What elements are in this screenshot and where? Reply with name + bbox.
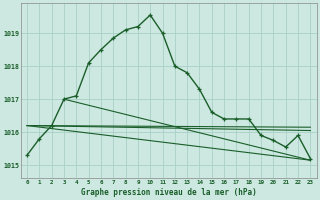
X-axis label: Graphe pression niveau de la mer (hPa): Graphe pression niveau de la mer (hPa) <box>81 188 257 197</box>
